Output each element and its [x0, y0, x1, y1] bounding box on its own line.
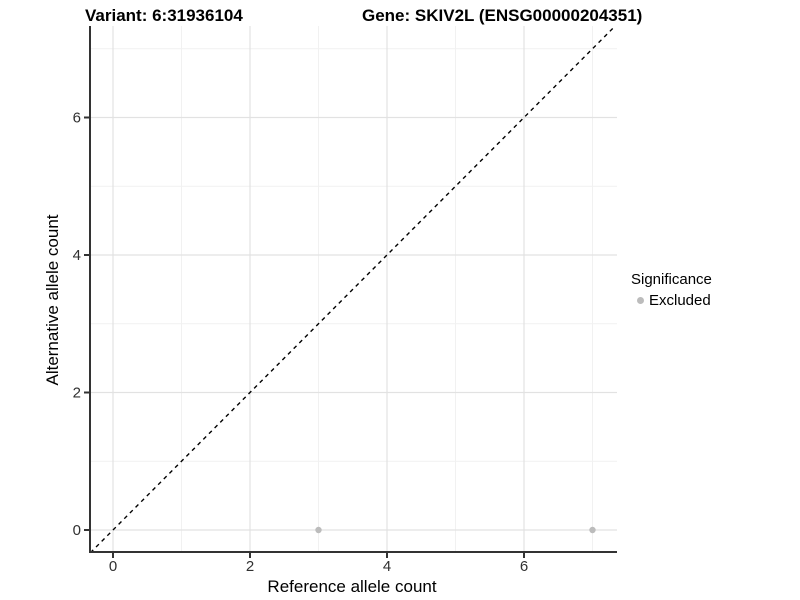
gene-title: Gene: SKIV2L (ENSG00000204351) — [362, 6, 643, 25]
data-point — [589, 526, 596, 534]
y-axis-title: Alternative allele count — [43, 214, 62, 386]
tick-label: 0 — [109, 558, 117, 575]
data-point — [315, 526, 322, 534]
legend-title: Significance — [631, 271, 712, 288]
tick-label: 0 — [73, 522, 81, 539]
legend: Significance Excluded — [631, 271, 712, 309]
excluded-point-icon — [637, 296, 644, 304]
tick-label: 2 — [73, 385, 81, 402]
tick-label: 6 — [520, 558, 528, 575]
tick-labels: 0 2 4 6 0 2 4 6 — [73, 110, 529, 576]
variant-title: Variant: 6:31936104 — [85, 6, 243, 25]
identity-line — [89, 25, 616, 554]
tick-label: 4 — [383, 558, 391, 575]
x-axis-title: Reference allele count — [267, 577, 437, 596]
tick-label: 4 — [73, 247, 81, 264]
legend-entry-excluded: Excluded — [631, 291, 712, 309]
grid-minor — [90, 26, 617, 552]
axis-lines — [89, 26, 617, 553]
axis-ticks — [84, 116, 525, 558]
data-points — [315, 526, 596, 534]
grid-major — [90, 26, 617, 552]
tick-label: 2 — [246, 558, 254, 575]
tick-label: 6 — [73, 110, 81, 127]
legend-entry-label: Excluded — [649, 291, 711, 309]
